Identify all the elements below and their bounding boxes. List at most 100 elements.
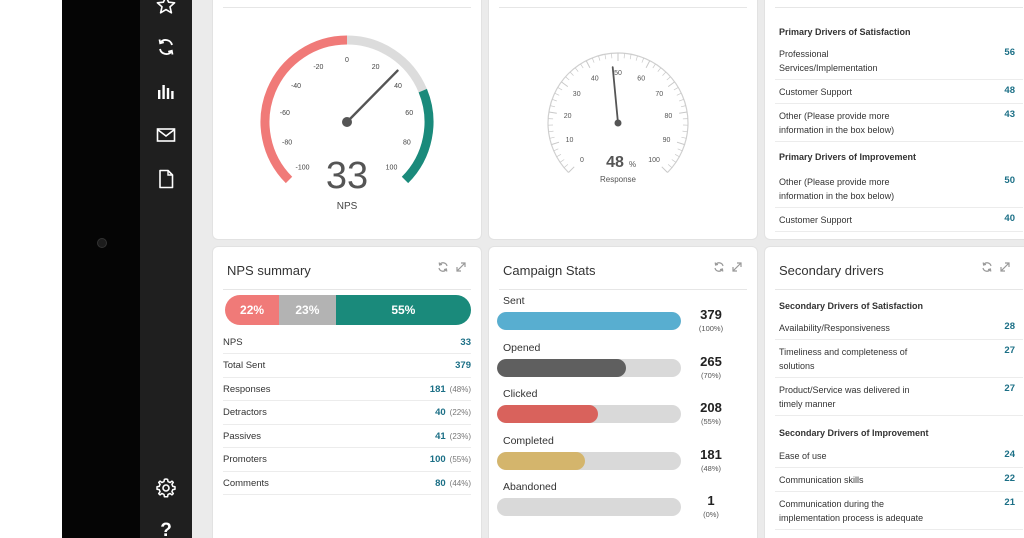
response-value: 48 [606, 154, 624, 171]
card-divider [775, 289, 1023, 290]
help-icon[interactable]: ? [160, 520, 172, 538]
campaign-stats-title: Campaign Stats [503, 263, 596, 278]
campaign-stats-card: Campaign Stats Sent 379 (100%) Opened 265 (70… [488, 246, 758, 538]
gauge-tick [645, 60, 651, 69]
gauge-tick [667, 81, 675, 88]
gauge-tick [568, 166, 575, 173]
row-value: 33 [460, 337, 471, 348]
gauge-tick [641, 57, 645, 63]
driver-count: 21 [1004, 497, 1015, 508]
expand-icon[interactable] [455, 261, 467, 273]
row-value: 181 (48%) [430, 384, 471, 395]
driver-count: 27 [1004, 345, 1015, 356]
response-unit: % [629, 160, 636, 169]
stat-progress-fill [497, 451, 586, 470]
secondary-improvement-heading: Secondary Drivers of Improvement [779, 428, 929, 438]
primary-satisfaction-heading: Primary Drivers of Satisfaction [779, 27, 911, 37]
stat-label: Clicked [503, 388, 538, 400]
stat-value: 265 (70%) [691, 354, 731, 380]
row-percent: (23%) [449, 431, 471, 441]
gauge-tick [557, 87, 563, 91]
driver-row: Customer Support 40 [775, 208, 1023, 232]
gauge-tick-label: 90 [663, 137, 671, 144]
driver-count: 50 [1004, 175, 1015, 186]
gauge-tick [548, 111, 557, 114]
gauge-tick [604, 54, 607, 60]
gauge-tick-label: -60 [280, 110, 290, 117]
row-count: 33 [460, 336, 471, 348]
gauge-tick-label: 70 [655, 91, 663, 98]
driver-count: 48 [1004, 85, 1015, 96]
driver-label: Customer Support [779, 215, 853, 225]
gauge-tick [662, 71, 667, 76]
row-count: 80 [435, 477, 446, 489]
refresh-icon[interactable] [152, 34, 180, 60]
stat-percent: (48%) [700, 463, 721, 473]
star-icon[interactable] [152, 0, 180, 18]
gear-icon[interactable] [152, 475, 180, 501]
gauge-tick-label: -100 [295, 165, 309, 172]
stat-progress-bar [497, 358, 681, 377]
card-divider [223, 289, 471, 290]
nps-summary-row: NPS 33 [223, 331, 471, 354]
nps-summary-row: Total Sent 379 [223, 355, 471, 378]
gauge-tick [623, 53, 625, 59]
nps-summary-row: Promoters 100 (55%) [223, 449, 471, 472]
card-divider [499, 289, 747, 290]
document-icon[interactable] [152, 166, 180, 192]
stat-value: 181 (48%) [691, 447, 731, 473]
stat-count: 265 [700, 353, 722, 369]
card-tools [437, 261, 467, 273]
stat-percent: (0%) [703, 510, 719, 519]
gauge-tick-label: -40 [291, 83, 301, 90]
detractor-arc [260, 35, 348, 184]
nps-summary-card: NPS summary 22% 23% 55% NPS 33 Total Sent 379… [212, 246, 482, 538]
gauge-tick-label: 40 [591, 76, 599, 83]
stat-count: 208 [700, 400, 722, 415]
gauge-tick [679, 98, 685, 102]
nps-gauge-card: -100 -80 -60 -40 -20 0 20 40 60 80 100 33 NPS [212, 0, 482, 240]
row-label: Detractors [223, 407, 267, 418]
row-value: 100 (55%) [430, 454, 471, 465]
gauge-tick [667, 164, 673, 168]
row-count: 181 [429, 383, 446, 395]
sidebar: ? [140, 0, 192, 538]
response-label: Response [600, 175, 637, 184]
row-label: Comments [223, 477, 269, 489]
gauge-tick [548, 130, 554, 133]
nps-summary-row: Passives 41 (23%) [223, 425, 471, 448]
nps-distribution-bar: 22% 23% 55% [225, 295, 471, 325]
nps-summary-row: Detractors 40 (22%) [223, 402, 471, 425]
stat-label: Opened [503, 341, 541, 354]
camera [97, 238, 107, 248]
expand-icon[interactable] [731, 261, 743, 273]
row-value: 41 (23%) [435, 431, 471, 442]
dashboard: -100 -80 -60 -40 -20 0 20 40 60 80 100 33 NPS 0 10 2… [192, 0, 1024, 538]
nps-summary-title: NPS summary [227, 263, 311, 278]
stat-value: 379 (100%) [691, 307, 731, 333]
gauge-tick-label: 100 [386, 165, 398, 172]
gauge-tick [674, 153, 680, 158]
refresh-icon[interactable] [437, 261, 449, 273]
driver-count: 40 [1004, 213, 1015, 224]
driver-label: Availability/Responsiveness [779, 323, 890, 333]
expand-icon[interactable] [999, 261, 1011, 273]
promoter-arc [401, 88, 434, 184]
mail-icon[interactable] [152, 122, 180, 148]
card-divider [499, 7, 747, 8]
driver-label: Other (Please provide more information i… [779, 111, 895, 135]
row-count: 100 [429, 454, 446, 465]
gauge-tick-label: -20 [313, 64, 323, 71]
driver-label: Communication during the implementation … [779, 499, 924, 523]
row-value: 80 (44%) [435, 478, 471, 489]
row-label: Passives [223, 430, 262, 442]
refresh-icon[interactable] [713, 261, 725, 273]
driver-row: Availability/Responsiveness 28 [775, 316, 1023, 340]
secondary-satisfaction-heading: Secondary Drivers of Satisfaction [779, 301, 924, 311]
driver-count: 27 [1004, 383, 1015, 394]
bar-chart-icon[interactable] [152, 78, 180, 104]
driver-count: 22 [1004, 473, 1015, 484]
gauge-tick-label: 0 [580, 157, 584, 164]
refresh-icon[interactable] [981, 261, 993, 273]
secondary-drivers-card: Secondary drivers Secondary Drivers of S… [764, 246, 1024, 538]
